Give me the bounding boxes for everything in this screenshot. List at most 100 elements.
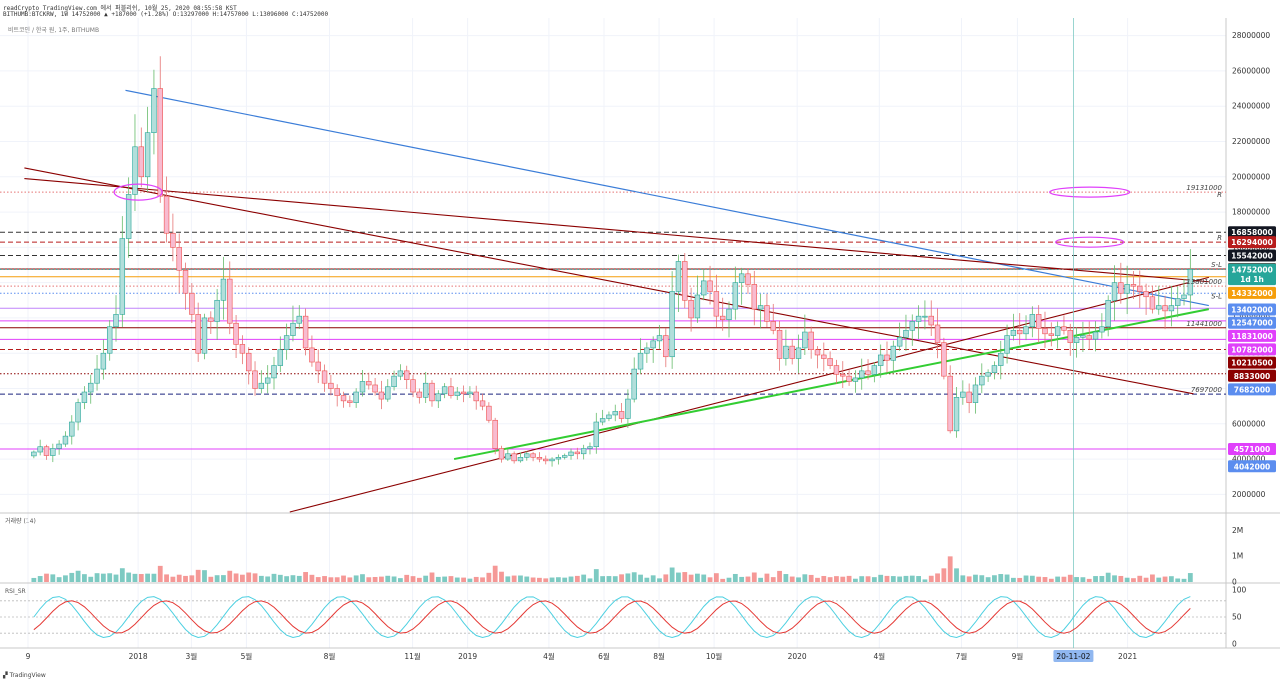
volume-bar [265, 576, 271, 582]
candle-body [1054, 326, 1061, 336]
candle-body [113, 314, 119, 328]
volume-pane-label: 거래량 (14) [5, 518, 36, 525]
volume-bar [397, 578, 403, 582]
candle-body [132, 146, 138, 195]
candle-body [176, 247, 182, 271]
price-badge [1228, 236, 1276, 249]
candle-body [302, 315, 309, 349]
volume-bar [1099, 575, 1105, 582]
volume-bar [189, 575, 195, 582]
candle-body [144, 132, 151, 178]
candle-body [922, 315, 928, 318]
candle-body [593, 421, 599, 448]
volume-bar [379, 576, 384, 582]
volume-bar [195, 569, 201, 582]
volume-bar [252, 573, 258, 582]
candle-body [802, 331, 808, 349]
time-tick-label: 2021 [1118, 652, 1137, 661]
candle-body [467, 391, 473, 395]
level-annotation: S-L [1211, 292, 1222, 300]
time-tick-label: 3월 [186, 651, 198, 661]
candle-body [347, 400, 353, 403]
candle-body [757, 305, 764, 310]
candle-body [271, 365, 277, 379]
price-badge [1228, 263, 1276, 276]
volume-bar [745, 576, 751, 582]
candle-body [366, 381, 372, 386]
volume-bar [277, 574, 283, 582]
candle-body [656, 335, 663, 342]
time-tick-label: 9 [26, 652, 31, 661]
volume-bar [530, 577, 536, 582]
volume-bar [1048, 578, 1054, 582]
volume-bar [151, 573, 157, 582]
volume-tick-label: 2M [1232, 526, 1243, 535]
price-badge [1228, 286, 1276, 299]
candle-body [783, 345, 789, 359]
candle-body [719, 315, 726, 320]
candle-body [75, 402, 81, 423]
candle-body [214, 299, 220, 322]
level-annotation: R [1217, 234, 1222, 242]
candle-body [119, 238, 126, 315]
candle-body [896, 337, 903, 347]
candle-body [201, 317, 208, 354]
candle-body [599, 418, 606, 423]
candle-body [1004, 335, 1010, 354]
candle-body [890, 345, 897, 361]
candle-body [915, 315, 922, 322]
volume-bar [233, 573, 239, 582]
candle-body [726, 308, 732, 320]
volume-bar [947, 556, 953, 582]
candle-body [650, 340, 656, 349]
volume-bar [1010, 577, 1016, 582]
price-badge-label: 4042000 [1234, 462, 1271, 471]
candle-body [189, 292, 195, 315]
volume-bar [865, 576, 871, 582]
volume-bar [726, 577, 732, 582]
candle-body [505, 453, 511, 460]
symbol-title: 비트코인 / 한국 원, 1주, BITHUMB [8, 27, 100, 34]
candle-body [934, 324, 941, 343]
volume-bar [543, 578, 549, 582]
volume-bar [1162, 576, 1168, 582]
price-tick-label: 6000000 [1232, 419, 1266, 428]
volume-bar [1029, 575, 1035, 582]
volume-bar [1093, 576, 1098, 582]
volume-bar [1067, 574, 1073, 582]
volume-bar [1181, 578, 1187, 582]
volume-bar [720, 578, 726, 582]
candle-body [498, 448, 505, 460]
volume-bar [562, 577, 568, 582]
volume-bar [1150, 574, 1155, 582]
price-badge [1228, 249, 1276, 262]
candle-body [561, 455, 568, 458]
volume-bar [435, 576, 441, 582]
pane-borders [0, 18, 1280, 649]
time-tick-label: 2019 [458, 652, 477, 661]
volume-bar [322, 576, 327, 582]
volume-bar [834, 576, 839, 582]
trend-line [24, 167, 1194, 395]
time-tick-label: 2020 [788, 652, 807, 661]
volume-bar [56, 577, 62, 582]
candle-body [429, 382, 435, 402]
price-tick-label: 28000000 [1232, 31, 1270, 40]
volume-bar [315, 577, 321, 582]
candle-body [991, 365, 998, 373]
candle-body [246, 352, 252, 372]
candle-body [884, 354, 890, 361]
highlight-ellipse [1055, 236, 1125, 248]
candle-body [454, 391, 460, 396]
volume-bar [107, 573, 113, 582]
grid [0, 18, 1226, 648]
volume-bar [138, 574, 144, 582]
candle-body [182, 269, 189, 294]
volume-bar [846, 575, 852, 582]
candle-body [625, 398, 631, 419]
candle-body [877, 354, 884, 366]
volume-bar [69, 572, 75, 582]
volume-bar [966, 576, 972, 582]
volume-bar [499, 571, 504, 582]
